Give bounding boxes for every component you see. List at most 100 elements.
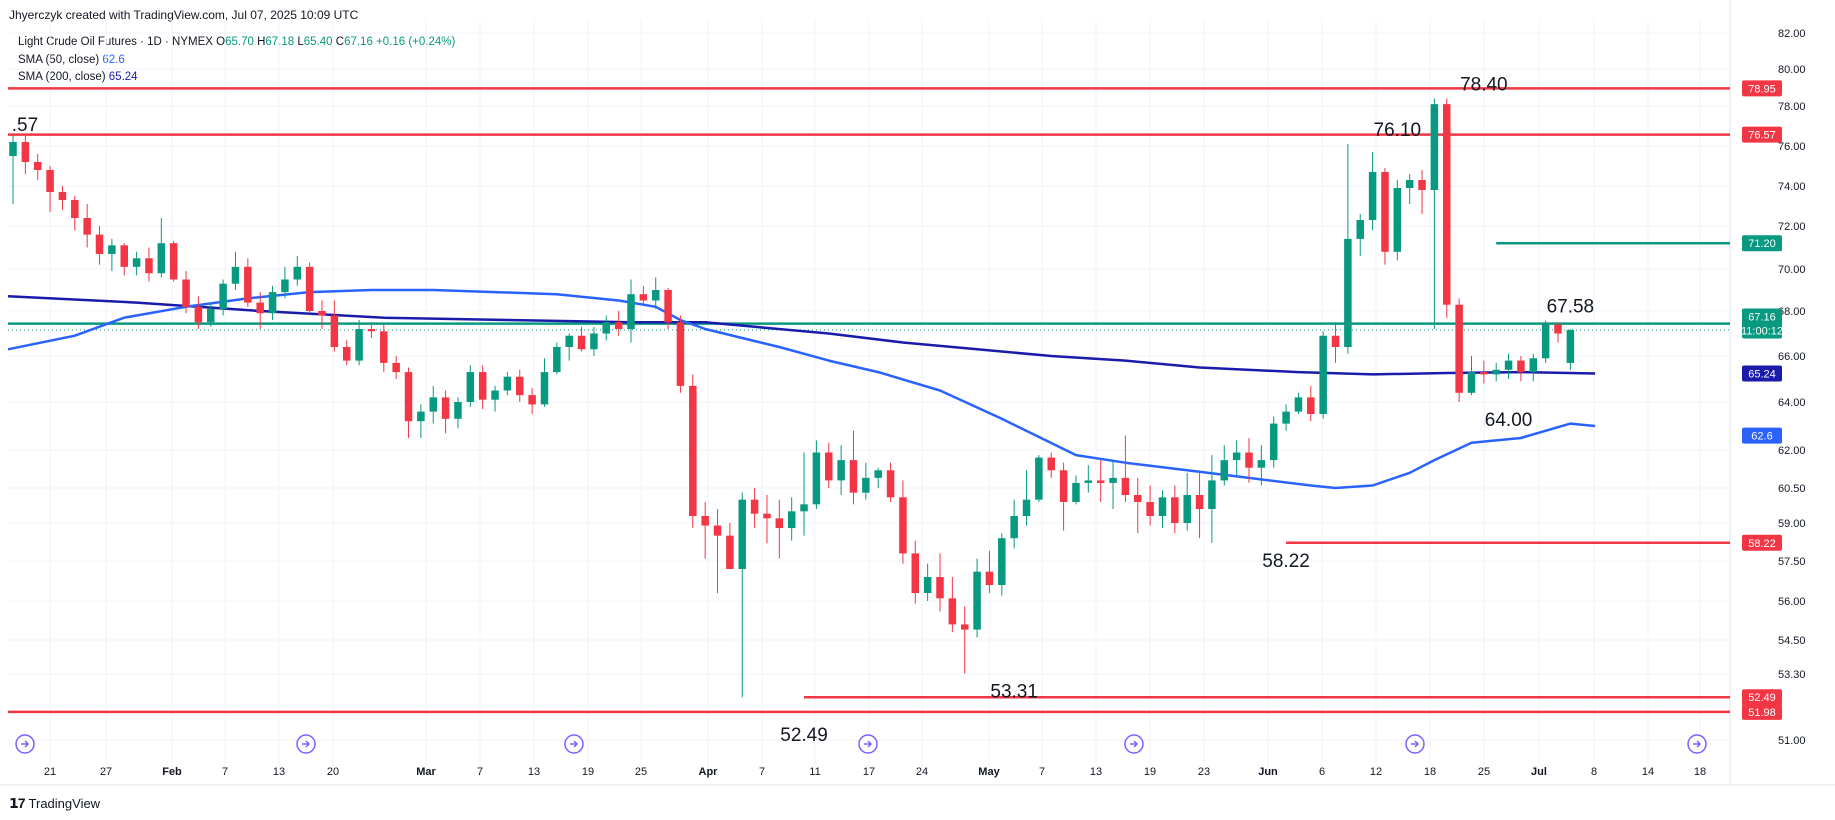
candle-body[interactable] [256,302,264,314]
candle-body[interactable] [602,322,611,334]
candle-body[interactable] [281,279,289,293]
candle-body[interactable] [800,504,808,512]
candle-body[interactable] [899,497,907,554]
candle-body[interactable] [837,460,845,481]
candle-body[interactable] [219,283,227,309]
candle-body[interactable] [639,294,648,301]
candle-body[interactable] [911,553,920,593]
candle-body[interactable] [1269,423,1278,461]
candle-body[interactable] [577,335,586,350]
candle-body[interactable] [1356,220,1364,239]
candle-body[interactable] [1146,502,1154,516]
candle-body[interactable] [565,335,573,347]
candle-body[interactable] [923,577,932,593]
candle-body[interactable] [318,311,326,316]
candle-body[interactable] [1467,372,1476,393]
candle-body[interactable] [651,290,660,301]
candle-body[interactable] [985,571,994,585]
candle-body[interactable] [231,266,240,284]
candle-body[interactable] [157,243,166,274]
candle-body[interactable] [590,333,598,350]
candle-body[interactable] [787,511,796,529]
candle-body[interactable] [1368,172,1377,220]
candle-body[interactable] [108,245,116,254]
candle-body[interactable] [1171,497,1179,523]
candle-body[interactable] [491,390,499,400]
candle-body[interactable] [998,538,1006,585]
candle-body[interactable] [936,577,944,599]
candle-body[interactable] [713,525,722,536]
candle-body[interactable] [1455,304,1463,393]
candle-body[interactable] [763,513,771,519]
candle-body[interactable] [454,402,462,419]
candle-body[interactable] [874,470,882,478]
candle-body[interactable] [1072,482,1080,502]
candle-body[interactable] [1554,324,1562,334]
candle-body[interactable] [849,460,858,493]
candle-body[interactable] [182,279,190,307]
candle-body[interactable] [132,258,141,267]
candle-body[interactable] [1418,180,1426,190]
event-markers[interactable] [15,734,1707,754]
candle-body[interactable] [169,243,178,280]
candle-body[interactable] [1344,238,1352,347]
candle-body[interactable] [355,329,363,361]
candle-body[interactable] [1010,516,1018,539]
candle-body[interactable] [886,470,895,498]
candle-body[interactable] [478,372,487,400]
candle-body[interactable] [1245,452,1253,468]
candle-body[interactable] [1307,397,1315,414]
candle-body[interactable] [429,397,437,412]
candle-body[interactable] [775,518,784,529]
candle-body[interactable] [553,347,561,373]
candle-body[interactable] [948,598,957,625]
candle-body[interactable] [1319,335,1327,414]
candle-body[interactable] [330,315,339,348]
candle-body[interactable] [380,331,388,363]
candle-body[interactable] [750,499,759,514]
candle-body[interactable] [862,477,870,493]
candle-body[interactable] [726,535,734,569]
price-axis[interactable]: 82.00 80.00 78.00 76.00 74.00 72.00 70.00 68.00… [1778,28,1806,747]
candle-body[interactable] [664,290,672,323]
candle-body[interactable] [466,372,475,402]
candle-body[interactable] [1541,324,1550,359]
candle-body[interactable] [71,200,79,218]
candle-body[interactable] [9,142,17,156]
candle-body[interactable] [342,347,351,361]
candle-body[interactable] [540,372,549,405]
candle-body[interactable] [1331,335,1340,347]
candle-body[interactable] [1405,180,1414,188]
candle-body[interactable] [973,571,981,630]
candle-body[interactable] [1208,480,1216,509]
candle-body[interactable] [21,142,30,162]
candle-body[interactable] [614,322,623,329]
candle-body[interactable] [1381,172,1389,252]
candle-body[interactable] [58,192,67,200]
candle-body[interactable] [95,234,104,254]
candle-body[interactable] [46,170,54,192]
candle-body[interactable] [194,306,203,323]
candle-body[interactable] [83,218,91,235]
candle-body[interactable] [404,372,413,422]
candle-body[interactable] [1430,104,1439,190]
candle-body[interactable] [812,452,821,505]
candle-body[interactable] [528,395,536,405]
candle-body[interactable] [627,294,635,329]
candle-body[interactable] [1134,495,1142,502]
candle-body[interactable] [701,516,709,526]
candle-body[interactable] [1022,499,1031,516]
candle-body[interactable] [33,162,42,170]
candle-body[interactable] [1517,360,1525,373]
candle-body[interactable] [1183,495,1191,523]
candle-body[interactable] [1529,358,1538,373]
candle-body[interactable] [441,397,450,419]
candle-body[interactable] [503,376,512,391]
candle-body[interactable] [1566,329,1575,363]
candle-body[interactable] [392,362,400,373]
candle-body[interactable] [1047,457,1055,471]
candle-body[interactable] [516,376,524,396]
candle-body[interactable] [1109,477,1117,483]
candle-body[interactable] [268,292,277,314]
